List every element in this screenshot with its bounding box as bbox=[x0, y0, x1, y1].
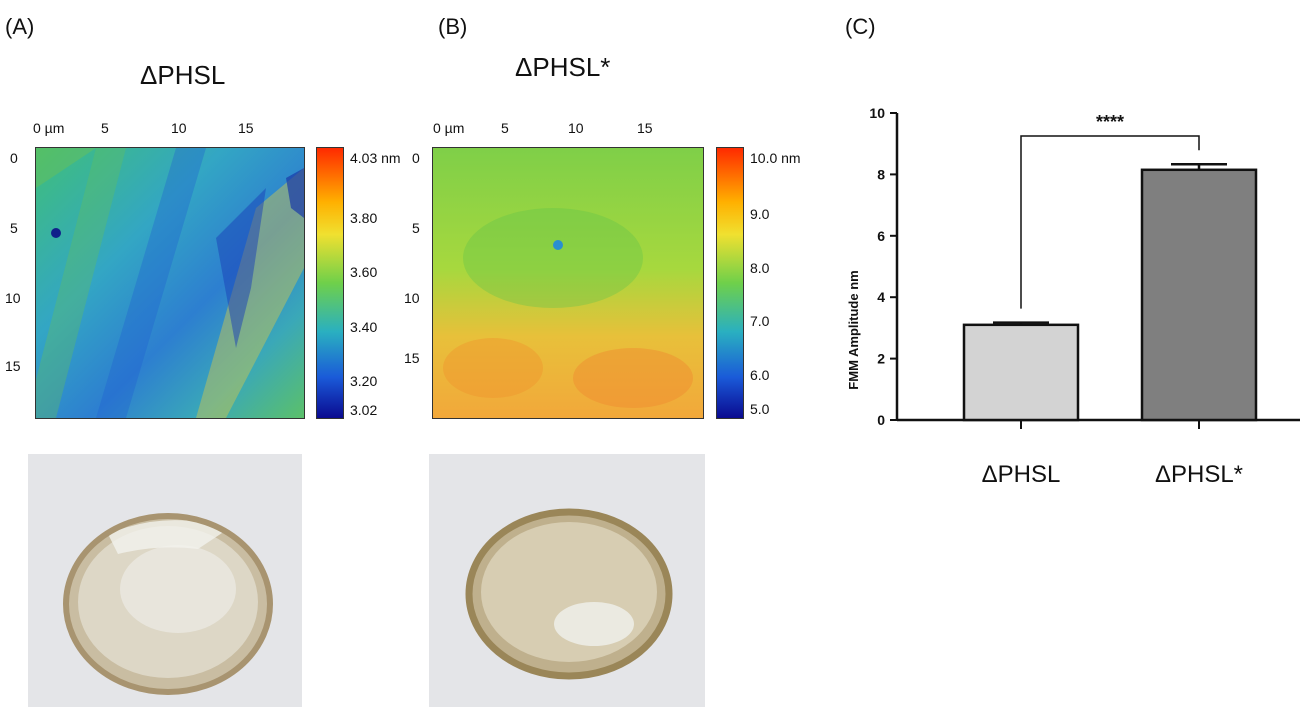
colorbar-a-label: 3.60 bbox=[350, 264, 378, 280]
panel-a-x-tick: 5 bbox=[101, 120, 109, 136]
panel-a-y-tick: 5 bbox=[10, 220, 18, 236]
colorbar-b bbox=[716, 147, 744, 419]
afm-height-map-b bbox=[432, 147, 704, 419]
panel-a-y-tick: 15 bbox=[5, 358, 21, 374]
panel-b-x-tick: 15 bbox=[637, 120, 653, 136]
panel-b-y-tick: 10 bbox=[404, 290, 420, 306]
y-tick-label: 6 bbox=[877, 228, 885, 244]
panel-b-x-tick: 5 bbox=[501, 120, 509, 136]
panel-a-letter: (A) bbox=[5, 14, 35, 39]
significance-bracket bbox=[1020, 135, 1200, 309]
bar bbox=[1140, 168, 1258, 422]
significance-label: **** bbox=[1096, 112, 1124, 132]
colorbar-b-label: 7.0 bbox=[750, 313, 770, 329]
photo-film-b bbox=[429, 454, 705, 707]
y-axis-label: FMM Amplitude nm bbox=[846, 270, 861, 389]
bar-chart: 0 2 4 6 8 10 ΔPHSL ΔPHSL* **** FMM Amplitude nm bbox=[846, 105, 1300, 488]
panel-a-x-tick: 0 µm bbox=[33, 120, 65, 136]
panel-a-x-tick: 15 bbox=[238, 120, 254, 136]
panel-b-letter: (B) bbox=[438, 14, 468, 39]
colorbar-a-label: 3.80 bbox=[350, 210, 378, 226]
y-tick-label: 8 bbox=[877, 166, 885, 182]
colorbar-a-label: 3.40 bbox=[350, 319, 378, 335]
colorbar-b-label: 9.0 bbox=[750, 206, 770, 222]
x-category-label: ΔPHSL* bbox=[1155, 461, 1243, 488]
panel-a-y-tick: 0 bbox=[10, 150, 18, 166]
y-tick-label: 2 bbox=[877, 351, 885, 367]
panel-b-title: ΔPHSL* bbox=[515, 52, 611, 82]
colorbar-a-label: 4.03 nm bbox=[350, 150, 401, 166]
colorbar-a-label: 3.20 bbox=[350, 373, 378, 389]
panel-a-x-tick: 10 bbox=[171, 120, 187, 136]
colorbar-b-label: 6.0 bbox=[750, 367, 770, 383]
x-category-label: ΔPHSL bbox=[982, 461, 1061, 488]
colorbar-a-label: 3.02 bbox=[350, 402, 378, 418]
panel-b-x-tick: 10 bbox=[568, 120, 584, 136]
y-tick-label: 10 bbox=[869, 105, 885, 121]
panel-b-y-tick: 5 bbox=[412, 220, 420, 236]
bar bbox=[962, 323, 1080, 422]
photo-film-a bbox=[28, 454, 302, 707]
colorbar-b-label: 5.0 bbox=[750, 401, 770, 417]
panel-b-x-tick: 0 µm bbox=[433, 120, 465, 136]
colorbar-b-label: 10.0 nm bbox=[750, 150, 801, 166]
y-tick-label: 4 bbox=[877, 289, 885, 305]
colorbar-b-label: 8.0 bbox=[750, 260, 770, 276]
panel-b-y-tick: 0 bbox=[412, 150, 420, 166]
colorbar-a bbox=[316, 147, 344, 419]
panel-b-y-tick: 15 bbox=[404, 350, 420, 366]
panel-c-letter: (C) bbox=[845, 14, 876, 39]
afm-height-map-a bbox=[35, 147, 305, 419]
panel-a-y-tick: 10 bbox=[5, 290, 21, 306]
y-tick-label: 0 bbox=[877, 412, 885, 428]
panel-a-title: ΔPHSL bbox=[140, 60, 226, 90]
